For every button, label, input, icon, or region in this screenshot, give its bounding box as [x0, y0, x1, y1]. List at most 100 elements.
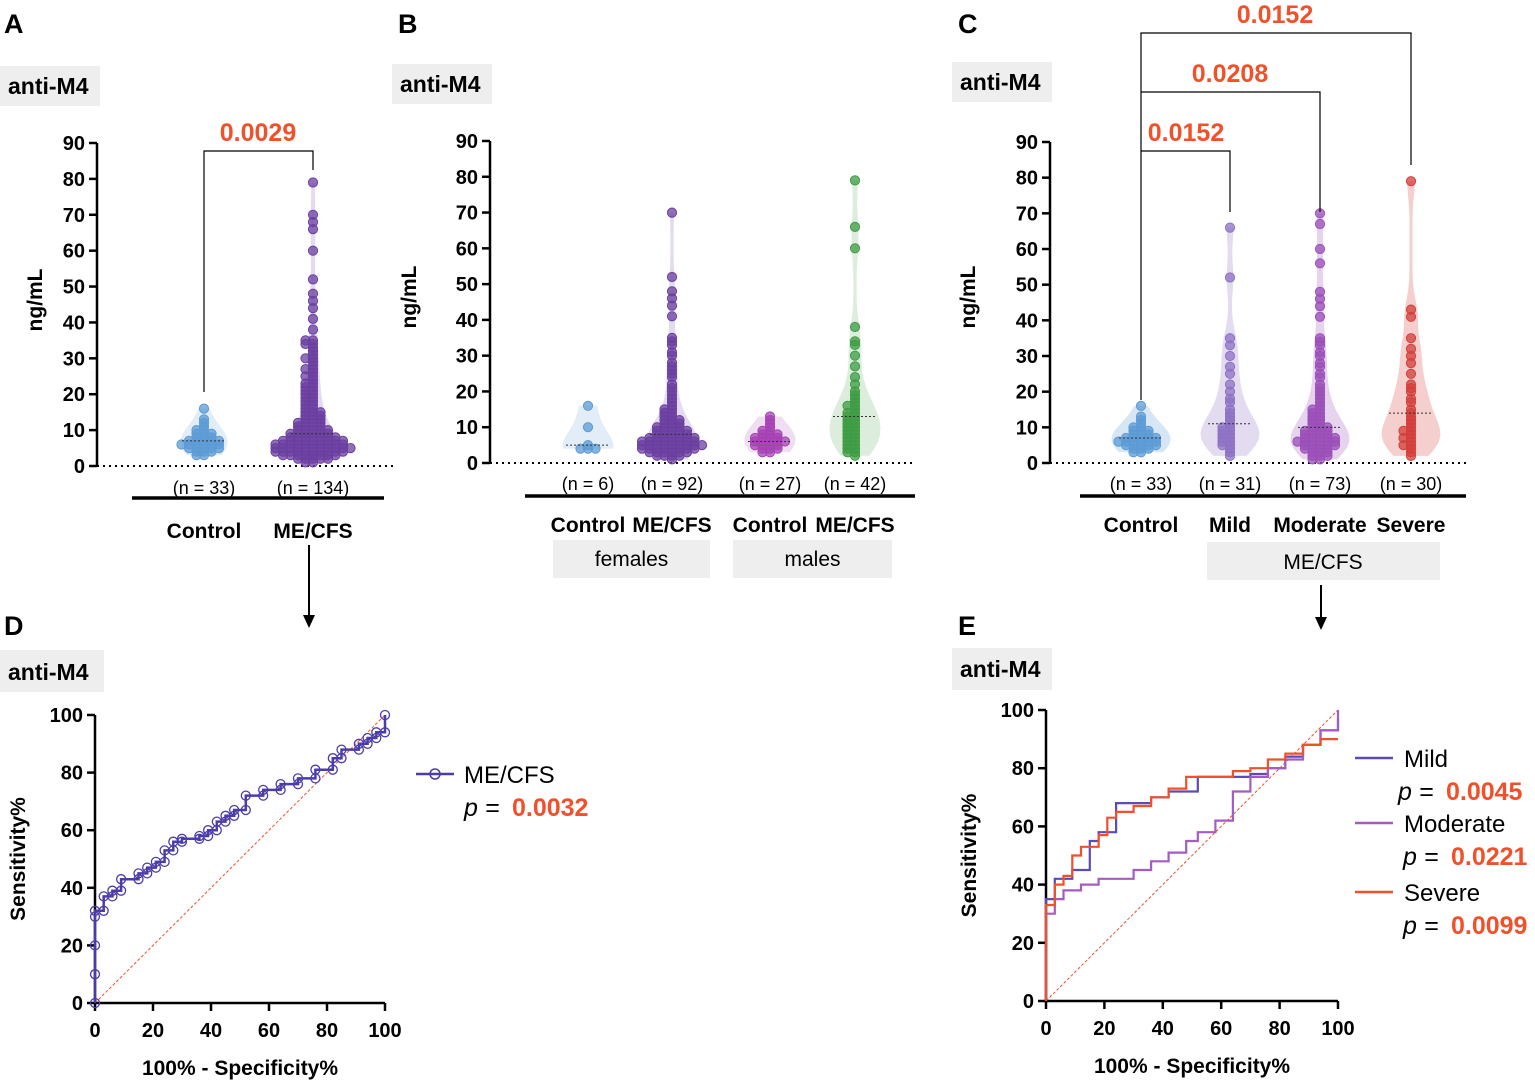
panel-d-y-axis-label: Sensitivity% [7, 797, 30, 921]
panel-a-data-point [307, 324, 319, 335]
panel-b-sex-label: males [784, 548, 840, 571]
panel-b-n-label: (n = 42) [824, 474, 887, 494]
panel-c-n-label: (n = 33) [1110, 474, 1173, 494]
panel-e-y-tick-label: 100 [1001, 700, 1034, 722]
panel-c-data-point [1128, 447, 1139, 458]
panel-c-group-label: Mild [1209, 514, 1251, 537]
panel-c-y-tick-label: 0 [1027, 453, 1038, 475]
panel-a-y-tick-label: 60 [63, 241, 85, 263]
panel-d-y-tick-label: 100 [50, 705, 83, 727]
panel-e-x-tick-label: 60 [1210, 1018, 1232, 1040]
panel-a-data-point [322, 453, 334, 464]
panel-d-roc-point [159, 856, 170, 868]
panel-b-chart: 0 10 20 30 40 50 60 70 80 90 ng/mL (n = 6) Control (n… [398, 131, 915, 578]
panel-a-group-label: Control [167, 520, 242, 543]
panel-d-x-tick-label: 100 [368, 1020, 401, 1042]
panel-a-tag-bg [0, 66, 100, 106]
panel-d-roc-point [176, 833, 188, 844]
panel-a-data-point [198, 403, 210, 414]
panel-d-tag: anti-M4 [8, 659, 89, 685]
panel-d-legend-name: ME/CFS [464, 762, 555, 789]
panel-a-n-label: (n = 134) [277, 478, 350, 498]
panel-a-y-tick-label: 40 [63, 312, 85, 334]
panel-c-comparison-bracket [1140, 91, 1321, 212]
panel-d-tag-bg [0, 650, 104, 692]
panel-a-y-tick-label: 80 [63, 169, 85, 191]
panel-e-x-tick-label: 40 [1152, 1018, 1174, 1040]
panel-b-y-tick-label: 20 [456, 381, 478, 403]
panel-e-x-tick-label: 20 [1093, 1018, 1115, 1040]
panel-c-tag: anti-M4 [960, 69, 1041, 95]
panel-d-roc-point [275, 778, 286, 790]
panel-b-y-tick-label: 40 [456, 310, 478, 332]
panel-b-data-point [666, 207, 678, 218]
panel-b-group-label: ME/CFS [632, 514, 711, 537]
panel-c-data-point [1314, 218, 1326, 230]
panel-a-data-point [307, 303, 319, 314]
panel-a-y-tick-label: 0 [74, 456, 85, 478]
panel-d-x-tick-label: 80 [316, 1020, 338, 1042]
panel-b-data-point [849, 450, 861, 461]
panel-c-y-tick-label: 80 [1016, 168, 1038, 190]
panel-d-roc-point [379, 709, 391, 721]
panel-c-n-label: (n = 31) [1199, 474, 1262, 494]
panel-c-y-tick-label: 30 [1016, 346, 1038, 368]
panel-e-legend-p-value: 0.0099 [1451, 912, 1527, 940]
panel-c-span-label-bg [1207, 542, 1440, 580]
panel-d-roc-point [89, 911, 101, 922]
panel-d-roc-point [98, 905, 109, 916]
panel-c-data-point [1314, 258, 1326, 269]
panel-a-y-tick-label: 30 [63, 348, 85, 370]
panel-b-sex-label-bg [733, 540, 892, 578]
panel-c-span-label: ME/CFS [1283, 551, 1362, 574]
panel-b-y-axis-label: ng/mL [398, 265, 421, 328]
panel-d-roc-point [229, 804, 240, 816]
panel-d-roc-point [327, 764, 338, 775]
panel-e-legend-name: Moderate [1404, 811, 1505, 838]
panel-c-data-point [1405, 311, 1417, 322]
panel-b-data-point [849, 321, 861, 333]
panel-b-data-point [590, 443, 601, 454]
panel-e-y-tick-label: 40 [1012, 875, 1034, 897]
panel-d-x-tick-label: 40 [200, 1020, 222, 1042]
panel-d-roc-point [229, 810, 240, 821]
panel-b-data-point [849, 175, 861, 186]
panel-d-roc-point [89, 940, 101, 951]
panel-c-group-label: Control [1104, 514, 1179, 537]
panel-b-data-point [849, 221, 861, 232]
panel-b-violin [829, 180, 881, 456]
panel-b-data-point [666, 300, 678, 311]
panel-b-group-label: Control [733, 514, 808, 537]
panel-e-legend-p-value: 0.0045 [1446, 778, 1523, 806]
panel-a-data-point [300, 457, 311, 468]
panel-d-roc-point [336, 744, 347, 755]
panel-e-y-tick-label: 0 [1023, 991, 1034, 1013]
panel-d-roc-point [353, 744, 365, 755]
panel-d-y-tick-label: 80 [61, 763, 83, 785]
panel-c-data-point [1314, 301, 1326, 312]
panel-d-y-tick-label: 20 [61, 935, 83, 957]
panel-e-y-tick-label: 20 [1012, 933, 1034, 955]
panel-b-data-point [575, 443, 586, 454]
panel-d-x-tick-label: 20 [142, 1020, 164, 1042]
panel-b-y-tick-label: 80 [456, 167, 478, 189]
panel-d-roc-point [379, 727, 391, 738]
panel-b-data-point [849, 339, 861, 350]
panel-c-comparison-p-value: 0.0152 [1237, 1, 1313, 29]
panel-b-y-tick-label: 90 [456, 131, 478, 153]
panel-d-chart: 00 20 20 40 40 60 60 80 80 100 100 Sensitivity% 100%… [7, 705, 588, 1080]
panel-b-data-point [582, 422, 594, 433]
panel-e-x-tick-label: 80 [1268, 1018, 1290, 1040]
panel-a-tag: anti-M4 [8, 73, 89, 99]
panel-b-data-point [651, 450, 663, 461]
panel-e-legend-name: Severe [1404, 880, 1480, 907]
panel-c-comparison-p-value: 0.0152 [1148, 119, 1224, 147]
panel-b-y-tick-label: 50 [456, 274, 478, 296]
panel-b-data-point [666, 311, 678, 322]
panel-c-comparison-bracket [1140, 150, 1231, 400]
panel-b-group-label: Control [551, 514, 626, 537]
panel-b-y-tick-label: 0 [467, 453, 478, 475]
panel-b-data-point [582, 400, 594, 411]
panel-a-data-point [307, 313, 319, 324]
panel-b-y-tick-label: 70 [456, 203, 478, 225]
